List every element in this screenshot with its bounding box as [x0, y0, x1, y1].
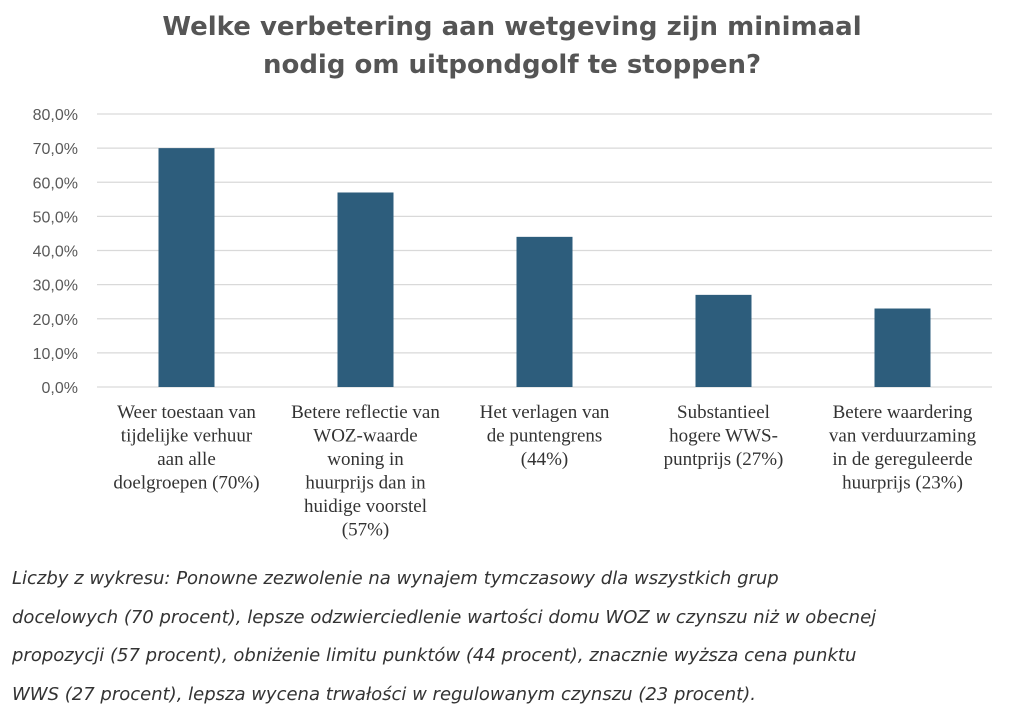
category-label-line: woning in: [327, 449, 404, 470]
y-tick-label: 20,0%: [33, 312, 78, 329]
caption-line-3: propozycji (57 procent), obniżenie limit…: [12, 645, 857, 666]
caption-line-2: docelowych (70 procent), lepsze odzwierc…: [12, 606, 877, 628]
category-label-line: Betere waardering: [833, 402, 973, 423]
y-tick-label: 80,0%: [33, 107, 78, 124]
y-tick-label: 10,0%: [33, 346, 78, 363]
category-label: Het verlagen van de puntengrens (44%): [480, 402, 610, 470]
bar: [516, 236, 573, 387]
category-label-line: huurprijs (23%): [842, 473, 963, 494]
figure-caption: Liczby z wykresu: Ponowne zezwolenie na …: [12, 560, 1017, 714]
category-label-line: de puntengrens: [487, 426, 603, 447]
category-label-line: hogere WWS-: [669, 426, 778, 447]
category-label-line: (44%): [521, 449, 568, 470]
category-label-line: aan alle: [157, 449, 216, 470]
category-label: Substantieel hogere WWS-puntprijs (27%): [664, 402, 784, 470]
y-tick-label: 50,0%: [33, 209, 78, 226]
y-tick-label: 60,0%: [33, 175, 78, 192]
category-label-line: WOZ-waarde: [313, 426, 417, 447]
caption-line-4: WWS (27 procent), lepsza wycena trwałośc…: [12, 683, 756, 705]
y-tick-label: 0,0%: [42, 380, 78, 397]
category-label-line: (57%): [342, 520, 389, 541]
y-tick-label: 40,0%: [33, 244, 78, 261]
category-label-line: in de gereguleerde: [832, 449, 972, 470]
category-label-line: Betere reflectie van: [291, 402, 440, 423]
bar: [337, 192, 394, 387]
category-label-line: van verduurzaming: [829, 426, 977, 447]
chart-title-line-2: nodig om uitpondgolf te stoppen?: [262, 50, 762, 80]
category-label-line: huurprijs dan in: [305, 473, 426, 494]
chart-title-line-1: Welke verbetering aan wetgeving zijn min…: [162, 12, 862, 42]
y-tick-label: 70,0%: [33, 141, 78, 158]
y-tick-label: 30,0%: [33, 278, 78, 295]
category-label-line: Substantieel: [677, 402, 770, 423]
category-label-line: Het verlagen van: [480, 402, 610, 423]
bar: [695, 294, 752, 387]
bar-chart: 0,0% 10,0% 20,0% 30,0% 40,0% 50,0% 60,0% 70,0% 8…: [33, 107, 992, 541]
category-label-line: Weer toestaan van: [117, 402, 256, 423]
caption-line-1: Liczby z wykresu: Ponowne zezwolenie na …: [12, 568, 779, 589]
bar: [158, 148, 215, 387]
category-label-line: huidige voorstel: [304, 496, 427, 517]
category-label-line: doelgroepen (70%): [113, 473, 259, 494]
category-label: Betere reflectie van WOZ-waarde woning in h…: [291, 402, 440, 541]
category-label-line: tijdelijke verhuur: [121, 426, 253, 447]
chart-title: Welke verbetering aan wetgeving zijn min…: [0, 8, 1024, 84]
category-label: Weer toestaan van tijdelijke verhuur aan a…: [113, 402, 259, 494]
category-label: Betere waardering van verduurzaming in de …: [829, 402, 977, 494]
category-label-line: puntprijs (27%): [664, 449, 784, 470]
bar: [874, 308, 931, 387]
